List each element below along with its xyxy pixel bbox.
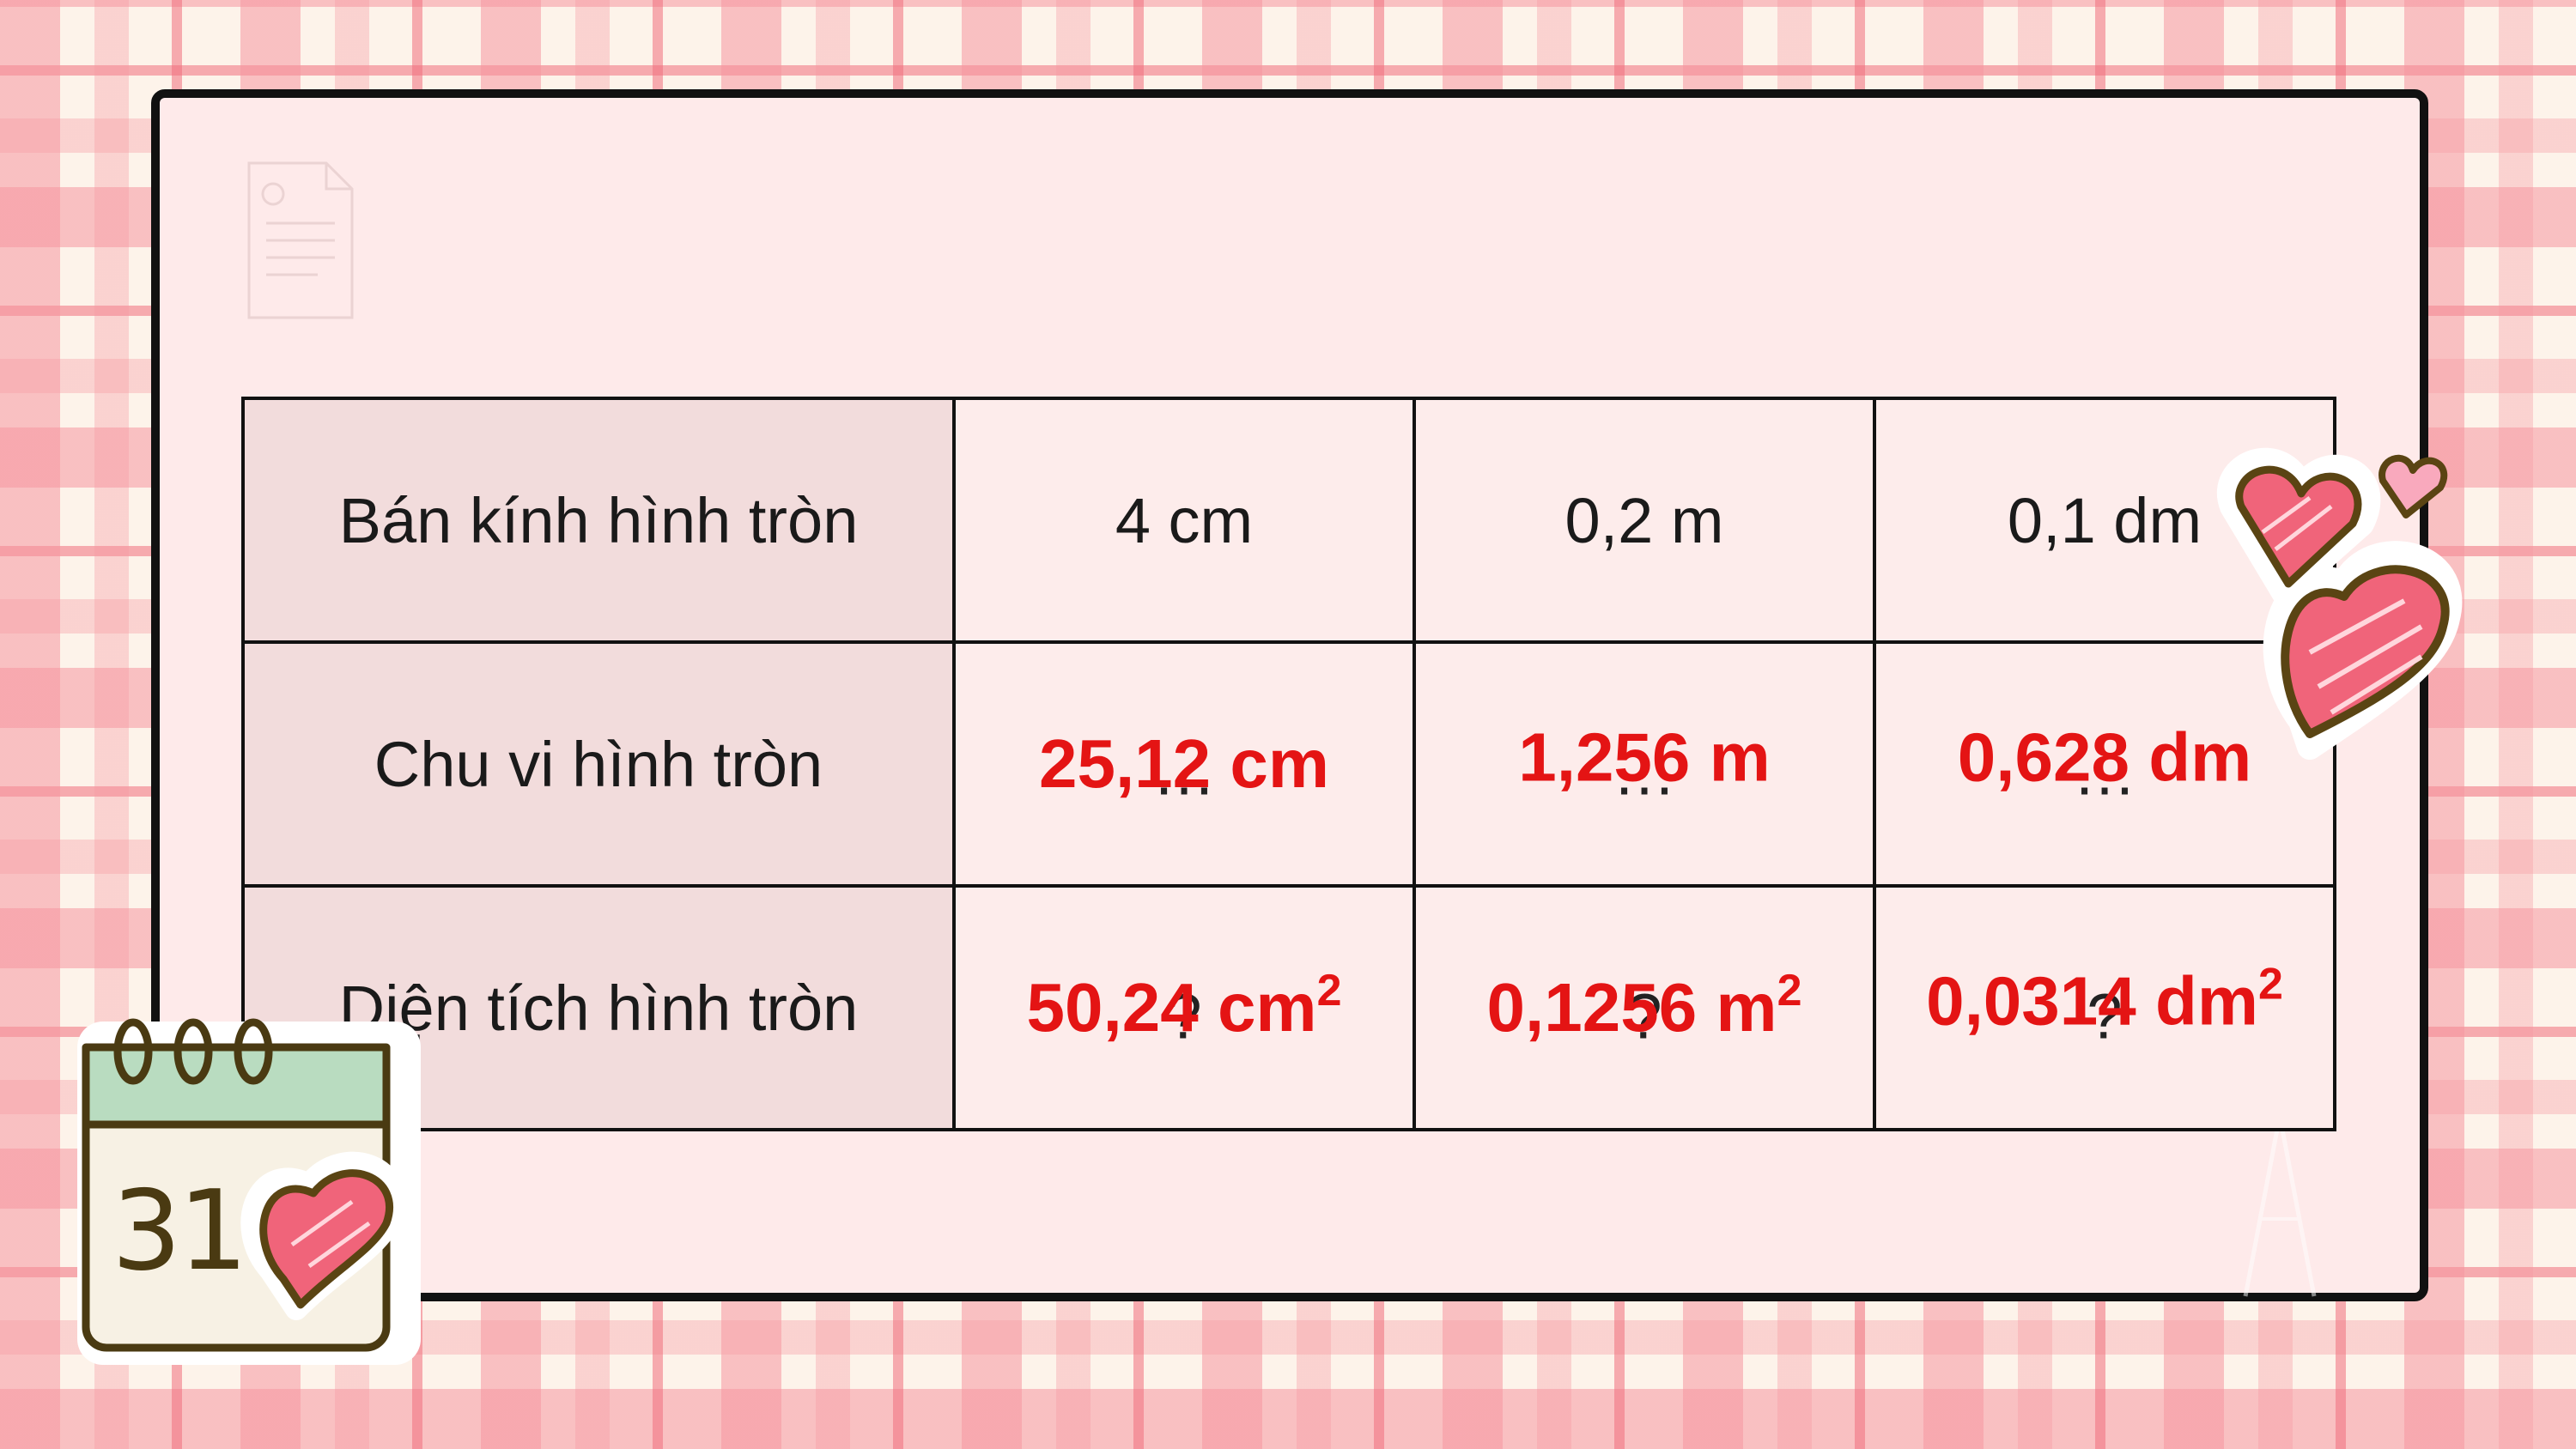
table-cell: 0,1 dm [1873, 397, 2336, 644]
table-cell: ? 50,24 cm2 [952, 884, 1416, 1131]
table-cell: ? 0,0314 dm2 [1873, 884, 2336, 1131]
answer-text: 1,256 m [1518, 718, 1771, 796]
answer-text: 0,0314 dm2 [1876, 962, 2333, 1041]
table-cell: 4 cm [952, 397, 1416, 644]
answer-text: 0,628 dm [1957, 718, 2252, 796]
answer-text: 0,1256 m2 [1416, 968, 1873, 1047]
table-cell: … 0,628 dm [1873, 640, 2336, 888]
answer-text: 25,12 cm [1038, 725, 1330, 802]
table-row: Chu vi hình tròn … 25,12 cm … 1,256 m … … [241, 640, 2336, 888]
answer-exponent: 2 [2258, 959, 2283, 1009]
table-row: Bán kính hình tròn 4 cm 0,2 m 0,1 dm [241, 397, 2336, 644]
table-cell: ? 0,1256 m2 [1413, 884, 1876, 1131]
table-cell: 0,2 m [1413, 397, 1876, 644]
document-icon [247, 161, 354, 319]
placeholder-text: … [1613, 737, 1676, 809]
placeholder-text: … [1152, 737, 1216, 809]
placeholder-text: ? [2087, 980, 2123, 1052]
answer-text: 50,24 cm2 [956, 968, 1413, 1047]
calendar-icon [77, 1018, 421, 1365]
row-header: Bán kính hình tròn [241, 397, 956, 644]
placeholder-text: ? [1626, 980, 1662, 1052]
answer-exponent: 2 [1316, 966, 1342, 1016]
answer-value: 0,0314 dm [1926, 962, 2258, 1040]
answer-exponent: 2 [1777, 966, 1802, 1016]
row-header: Chu vi hình tròn [241, 640, 956, 888]
calendar-day: 31 [112, 1167, 248, 1295]
table-cell: … 1,256 m [1413, 640, 1876, 888]
placeholder-text: … [2073, 737, 2136, 809]
placeholder-text: ? [1166, 980, 1202, 1052]
table-row: Diện tích hình tròn ? 50,24 cm2 ? 0,1256… [241, 884, 2336, 1131]
circle-table: Bán kính hình tròn 4 cm 0,2 m 0,1 dm Chu… [241, 397, 2336, 1131]
answer-value: 0,1256 m [1486, 969, 1777, 1046]
answer-value: 50,24 cm [1026, 969, 1317, 1046]
heart-icon [2216, 447, 2463, 760]
table-cell: … 25,12 cm [952, 640, 1416, 888]
